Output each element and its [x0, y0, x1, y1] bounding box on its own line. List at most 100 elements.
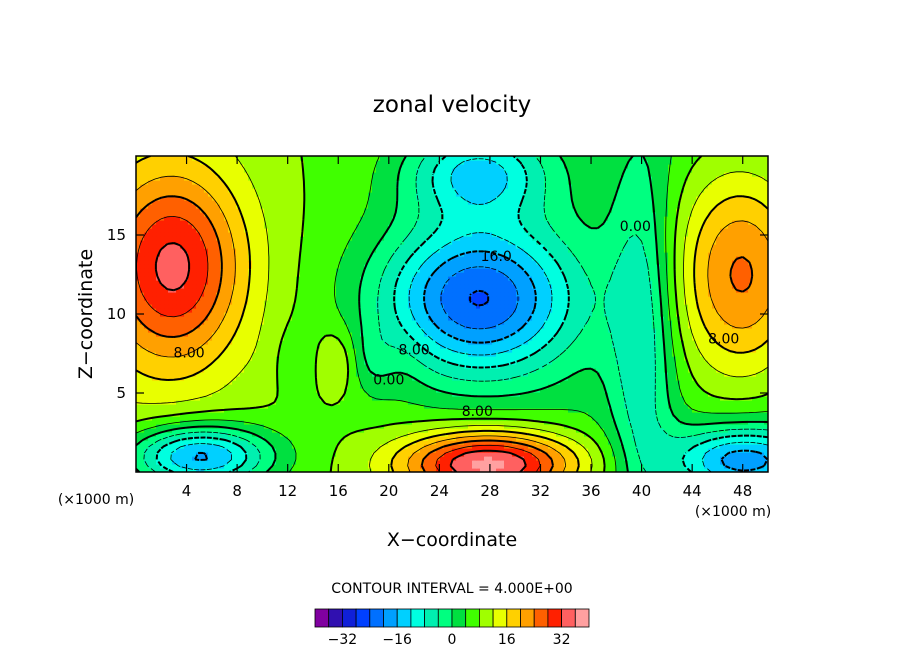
field-cell — [440, 460, 445, 465]
field-cell — [372, 400, 377, 405]
field-cell — [220, 384, 225, 389]
field-cell — [728, 384, 733, 389]
field-cell — [516, 456, 521, 461]
field-cell — [344, 432, 349, 437]
field-cell — [136, 344, 141, 349]
field-cell — [604, 448, 609, 453]
field-cell — [188, 348, 193, 353]
field-cell — [332, 400, 337, 405]
field-cell — [216, 368, 221, 373]
field-cell — [316, 364, 321, 369]
field-cell — [456, 356, 461, 361]
field-cell — [688, 380, 693, 385]
field-cell — [500, 368, 505, 373]
field-cell — [712, 360, 717, 365]
field-cell — [396, 344, 401, 349]
field-cell — [320, 364, 325, 369]
field-cell — [164, 448, 169, 453]
field-cell — [292, 420, 297, 425]
field-cell — [740, 424, 745, 429]
field-cell — [268, 436, 273, 441]
field-cell — [688, 404, 693, 409]
field-cell — [728, 456, 733, 461]
field-cell — [548, 452, 553, 457]
field-cell — [440, 348, 445, 353]
field-cell — [380, 364, 385, 369]
field-cell — [644, 464, 649, 469]
field-cell — [488, 412, 493, 417]
field-cell — [464, 388, 469, 393]
field-cell — [636, 404, 641, 409]
field-cell — [188, 408, 193, 413]
field-cell — [696, 404, 701, 409]
field-cell — [420, 352, 425, 357]
field-cell — [352, 368, 357, 373]
field-cell — [192, 420, 197, 425]
field-cell — [352, 352, 357, 357]
field-cell — [656, 348, 661, 353]
field-cell — [748, 468, 753, 472]
field-cell — [332, 408, 337, 413]
field-cell — [552, 428, 557, 433]
field-cell — [440, 356, 445, 361]
field-cell — [228, 348, 233, 353]
field-cell — [212, 440, 217, 445]
field-cell — [624, 376, 629, 381]
field-cell — [388, 456, 393, 461]
field-cell — [168, 420, 173, 425]
field-cell — [576, 348, 581, 353]
field-cell — [692, 428, 697, 433]
field-cell — [736, 380, 741, 385]
field-cell — [628, 360, 633, 365]
field-cell — [504, 388, 509, 393]
field-cell — [452, 460, 457, 465]
field-cell — [580, 456, 585, 461]
field-cell — [328, 440, 333, 445]
field-cell — [572, 404, 577, 409]
field-cell — [528, 416, 533, 421]
field-cell — [264, 380, 269, 385]
field-cell — [552, 412, 557, 417]
field-cell — [188, 468, 193, 472]
field-cell — [260, 388, 265, 393]
field-cell — [208, 348, 213, 353]
field-cell — [732, 364, 737, 369]
field-cell — [316, 448, 321, 453]
field-cell — [396, 396, 401, 401]
field-cell — [160, 404, 165, 409]
field-cell — [504, 372, 509, 377]
field-cell — [380, 396, 385, 401]
field-cell — [632, 408, 637, 413]
field-cell — [704, 408, 709, 413]
field-cell — [264, 396, 269, 401]
field-cell — [148, 444, 153, 449]
field-cell — [160, 356, 165, 361]
field-cell — [332, 464, 337, 469]
field-cell — [148, 412, 153, 417]
field-cell — [312, 380, 317, 385]
field-cell — [556, 456, 561, 461]
field-cell — [388, 428, 393, 433]
field-cell — [212, 444, 217, 449]
field-cell — [544, 440, 549, 445]
field-cell — [472, 348, 477, 353]
field-cell — [668, 420, 673, 425]
field-cell — [716, 356, 721, 361]
field-cell — [368, 436, 373, 441]
field-cell — [540, 368, 545, 373]
field-cell — [340, 408, 345, 413]
field-cell — [224, 448, 229, 453]
field-cell — [336, 372, 341, 377]
field-cell — [296, 360, 301, 365]
field-cell — [176, 352, 181, 357]
field-cell — [608, 456, 613, 461]
field-cell — [728, 364, 733, 369]
field-cell — [408, 428, 413, 433]
field-cell — [752, 452, 757, 457]
field-cell — [340, 404, 345, 409]
field-cell — [708, 372, 713, 377]
field-cell — [488, 352, 493, 357]
field-cell — [224, 356, 229, 361]
field-cell — [516, 468, 521, 472]
field-cell — [520, 380, 525, 385]
